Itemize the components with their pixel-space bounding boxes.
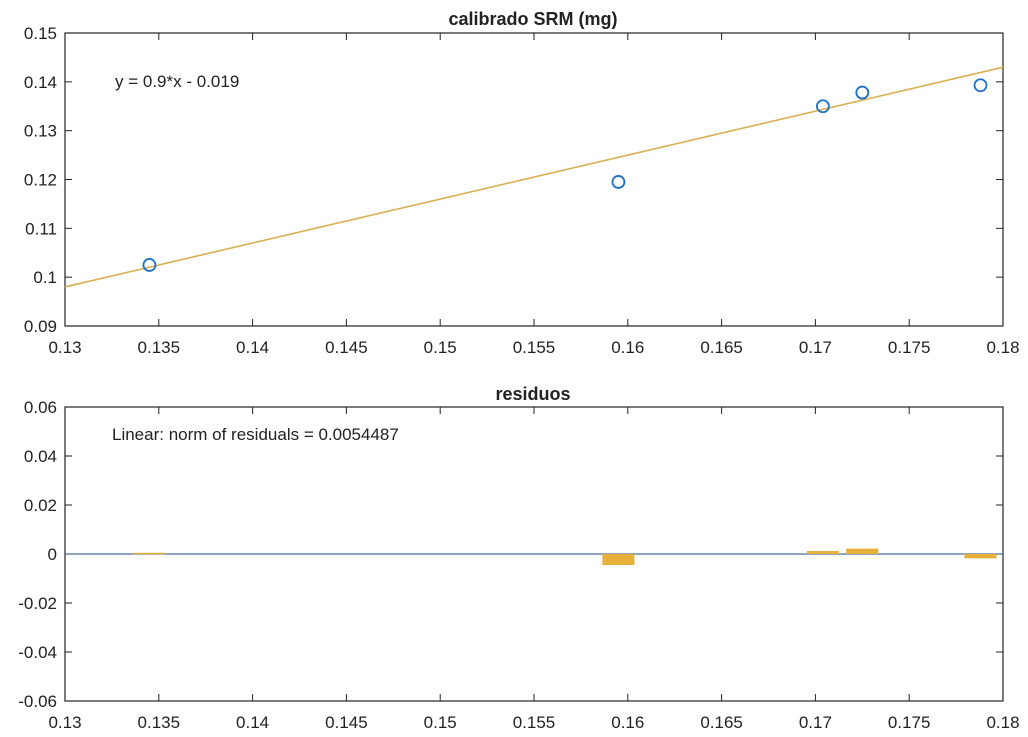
residuals-x-tick-label: 0.14 — [236, 713, 269, 732]
calibration-x-tick-label: 0.17 — [799, 338, 832, 357]
data-point — [816, 99, 830, 114]
calibration-title: calibrado SRM (mg) — [448, 9, 617, 29]
residuals-x-tick-label: 0.175 — [888, 713, 931, 732]
residual-bar — [806, 551, 839, 554]
calibration-x-tick-label: 0.135 — [138, 338, 181, 357]
data-point — [973, 78, 988, 93]
residuals-title: residuos — [495, 384, 570, 404]
residuals-y-tick-label: 0.04 — [24, 447, 57, 466]
calibration-x-tick-label: 0.16 — [611, 338, 644, 357]
residual-bar — [602, 554, 635, 566]
residuals-plot: residuos Linear: norm of residuals = 0.0… — [18, 384, 1019, 732]
residuals-x-tick-label: 0.13 — [48, 713, 81, 732]
fit-equation-label: y = 0.9*x - 0.019 — [115, 72, 239, 91]
data-point — [855, 85, 870, 100]
calibration-x-tick-label: 0.165 — [700, 338, 743, 357]
calibration-x-tick-label: 0.18 — [986, 338, 1019, 357]
residuals-x-tick-label: 0.165 — [700, 713, 743, 732]
residuals-x-tick-label: 0.18 — [986, 713, 1019, 732]
calibration-x-tick-label: 0.175 — [888, 338, 931, 357]
calibration-y-tick-label: 0.11 — [25, 219, 57, 238]
residuals-y-tick-label: -0.02 — [18, 594, 57, 613]
calibration-x-tick-label: 0.15 — [424, 338, 457, 357]
calibration-x-tick-label: 0.13 — [48, 338, 81, 357]
data-point — [142, 258, 157, 272]
calibration-y-tick-label: 0.14 — [24, 73, 57, 92]
residuals-y-tick-label: 0.02 — [24, 496, 57, 515]
residuals-x-tick-label: 0.16 — [611, 713, 644, 732]
residuals-x-tick-label: 0.155 — [513, 713, 556, 732]
data-point — [611, 175, 626, 189]
residuals-x-tick-label: 0.135 — [138, 713, 181, 732]
residuals-x-tick-label: 0.15 — [424, 713, 457, 732]
residual-norm-label: Linear: norm of residuals = 0.0054487 — [112, 425, 399, 444]
residuals-y-tick-label: -0.06 — [18, 692, 57, 711]
residuals-x-tick-label: 0.145 — [325, 713, 368, 732]
residual-bar — [964, 554, 997, 559]
calibration-plot: calibrado SRM (mg) y = 0.9*x - 0.019 0.1… — [24, 9, 1020, 357]
residual-bar — [133, 552, 166, 555]
calibration-x-tick-label: 0.155 — [513, 338, 556, 357]
residual-bar — [846, 548, 879, 554]
residuals-x-tick-label: 0.17 — [799, 713, 832, 732]
residuals-y-tick-label: 0.06 — [24, 398, 57, 417]
calibration-x-tick-label: 0.14 — [236, 338, 269, 357]
calibration-y-tick-label: 0.1 — [33, 268, 57, 287]
calibration-y-tick-label: 0.09 — [24, 317, 57, 336]
fit-line — [64, 66, 1004, 288]
calibration-y-tick-label: 0.15 — [24, 24, 57, 43]
calibration-y-tick-label: 0.13 — [24, 122, 57, 141]
calibration-x-tick-label: 0.145 — [325, 338, 368, 357]
residuals-y-tick-label: 0 — [48, 545, 57, 564]
calibration-y-tick-label: 0.12 — [24, 171, 57, 190]
residuals-y-tick-label: -0.04 — [18, 643, 57, 662]
